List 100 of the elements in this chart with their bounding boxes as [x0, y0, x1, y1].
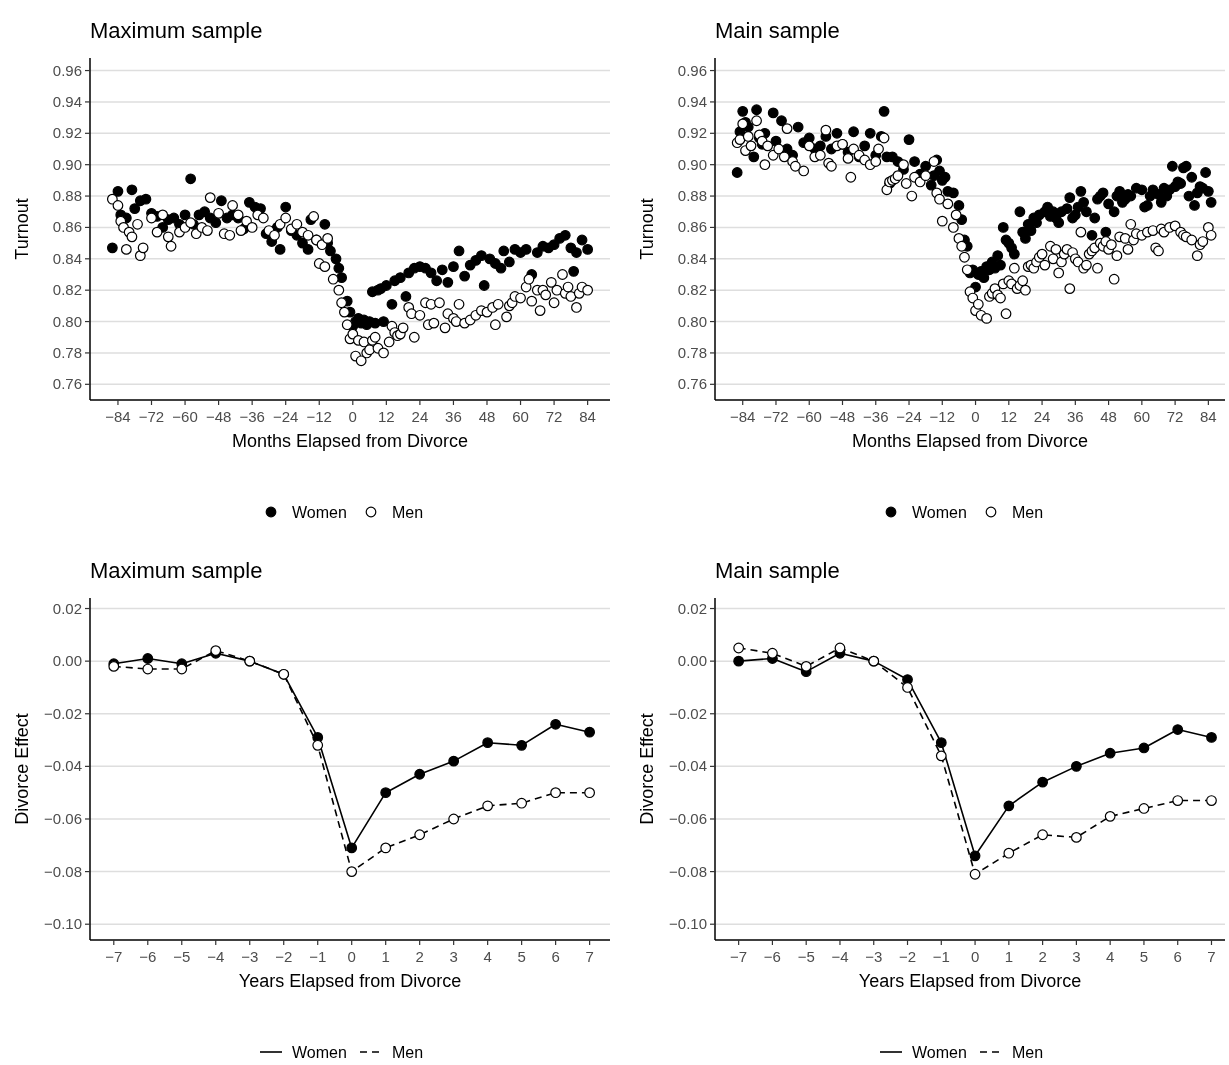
- y-tick-label: −0.02: [669, 704, 707, 722]
- x-tick-label: −1: [309, 948, 327, 965]
- x-tick-label: −3: [241, 948, 259, 965]
- chart-title: Main sample: [715, 558, 840, 583]
- x-axis-title: Months Elapsed from Divorce: [231, 431, 469, 451]
- y-tick-label: −0.02: [44, 704, 82, 722]
- x-tick-label: 4: [483, 948, 492, 965]
- y-tick-label: −0.08: [669, 862, 707, 880]
- x-tick-label: 2: [1038, 948, 1047, 965]
- x-tick-label: −5: [173, 948, 191, 965]
- x-tick-label: 48: [1100, 408, 1117, 425]
- y-tick-label: 0.88: [677, 187, 707, 205]
- x-tick-label: 36: [445, 408, 462, 425]
- legend-label: Men: [1012, 1043, 1044, 1061]
- y-tick-label: −0.06: [669, 809, 707, 827]
- y-tick-label: −0.08: [44, 862, 82, 880]
- x-tick-label: −84: [729, 408, 756, 425]
- chart-title: Maximum sample: [90, 558, 263, 583]
- x-tick-label: 60: [512, 408, 529, 425]
- x-tick-label: −24: [896, 408, 922, 425]
- x-tick-label: 72: [1166, 408, 1184, 425]
- x-tick-label: 84: [1200, 408, 1217, 425]
- x-axis-title: Years Elapsed from Divorce: [238, 971, 462, 991]
- y-tick-label: 0.80: [52, 312, 82, 330]
- x-tick-label: 3: [449, 948, 458, 965]
- y-tick-label: 0.76: [52, 375, 82, 393]
- x-tick-label: 48: [478, 408, 496, 425]
- y-tick-label: 0.94: [52, 92, 82, 110]
- y-tick-label: 0.96: [677, 61, 707, 79]
- y-tick-label: 0.78: [677, 343, 707, 361]
- x-tick-label: 3: [1072, 948, 1081, 965]
- x-tick-label: 2: [415, 948, 424, 965]
- x-tick-label: 0: [971, 408, 980, 425]
- x-tick-label: −84: [105, 408, 131, 425]
- y-tick-label: −0.04: [669, 757, 707, 775]
- y-axis-title: Turnout: [12, 198, 32, 260]
- x-tick-label: −48: [829, 408, 856, 425]
- x-tick-label: 36: [1066, 408, 1084, 425]
- x-tick-label: −60: [796, 408, 822, 425]
- x-tick-label: −72: [138, 408, 165, 425]
- y-axis-title: Divorce Effect: [637, 713, 657, 825]
- x-tick-label: 6: [1173, 948, 1182, 965]
- x-tick-label: −2: [898, 948, 917, 965]
- chart-title: Main sample: [715, 18, 840, 43]
- y-tick-label: 0.78: [52, 343, 82, 361]
- x-tick-label: 7: [1207, 948, 1216, 965]
- legend-label: Women: [292, 1043, 347, 1061]
- x-tick-label: −12: [929, 408, 956, 425]
- x-tick-label: −7: [730, 948, 748, 965]
- x-tick-label: −3: [865, 948, 883, 965]
- x-tick-label: 12: [1000, 408, 1018, 425]
- x-tick-label: −24: [272, 408, 299, 425]
- y-tick-label: 0.02: [52, 599, 82, 617]
- x-tick-label: −2: [275, 948, 293, 965]
- x-tick-label: 12: [378, 408, 395, 425]
- x-tick-label: −6: [139, 948, 157, 965]
- x-tick-label: −7: [105, 948, 123, 965]
- legend-label: Women: [912, 503, 967, 521]
- x-tick-label: −5: [797, 948, 815, 965]
- x-tick-label: −12: [306, 408, 332, 425]
- x-tick-label: 1: [1004, 948, 1014, 965]
- x-tick-label: 0: [347, 948, 356, 965]
- y-tick-label: 0.76: [677, 375, 707, 393]
- x-tick-label: −1: [932, 948, 950, 965]
- chart-title: Maximum sample: [90, 18, 263, 43]
- y-tick-label: 0.80: [677, 312, 707, 330]
- x-tick-label: −36: [239, 408, 265, 425]
- legend-label: Women: [912, 1043, 967, 1061]
- y-tick-label: −0.10: [669, 915, 707, 933]
- x-tick-label: 7: [585, 948, 594, 965]
- y-tick-label: −0.06: [44, 809, 82, 827]
- x-tick-label: 72: [545, 408, 563, 425]
- x-tick-label: 1: [381, 948, 390, 965]
- y-tick-label: −0.10: [44, 915, 82, 933]
- x-tick-label: 24: [411, 408, 429, 425]
- x-tick-label: 0: [348, 408, 357, 425]
- y-axis-title: Turnout: [637, 198, 657, 260]
- y-tick-label: 0.88: [52, 187, 82, 205]
- y-tick-label: 0.90: [677, 155, 707, 173]
- x-tick-label: 60: [1133, 408, 1151, 425]
- y-tick-label: 0.00: [677, 652, 707, 670]
- y-tick-label: 0.94: [677, 92, 707, 110]
- x-axis-title: Years Elapsed from Divorce: [858, 971, 1082, 991]
- legend-label: Men: [1012, 503, 1044, 521]
- x-tick-label: 24: [1033, 408, 1051, 425]
- x-tick-label: −4: [831, 948, 849, 965]
- x-tick-label: −4: [207, 948, 225, 965]
- y-tick-label: −0.04: [44, 757, 82, 775]
- y-tick-label: 0.86: [677, 218, 707, 236]
- x-tick-label: 84: [579, 408, 596, 425]
- legend-label: Men: [392, 503, 424, 521]
- x-tick-label: −60: [172, 408, 198, 425]
- y-tick-label: 0.90: [52, 155, 82, 173]
- x-tick-label: 6: [551, 948, 560, 965]
- y-tick-label: 0.00: [52, 652, 82, 670]
- x-tick-label: 0: [970, 948, 980, 965]
- x-tick-label: −72: [763, 408, 789, 425]
- x-tick-label: −6: [763, 948, 781, 965]
- y-tick-label: 0.86: [52, 218, 82, 236]
- y-tick-label: 0.82: [52, 281, 82, 299]
